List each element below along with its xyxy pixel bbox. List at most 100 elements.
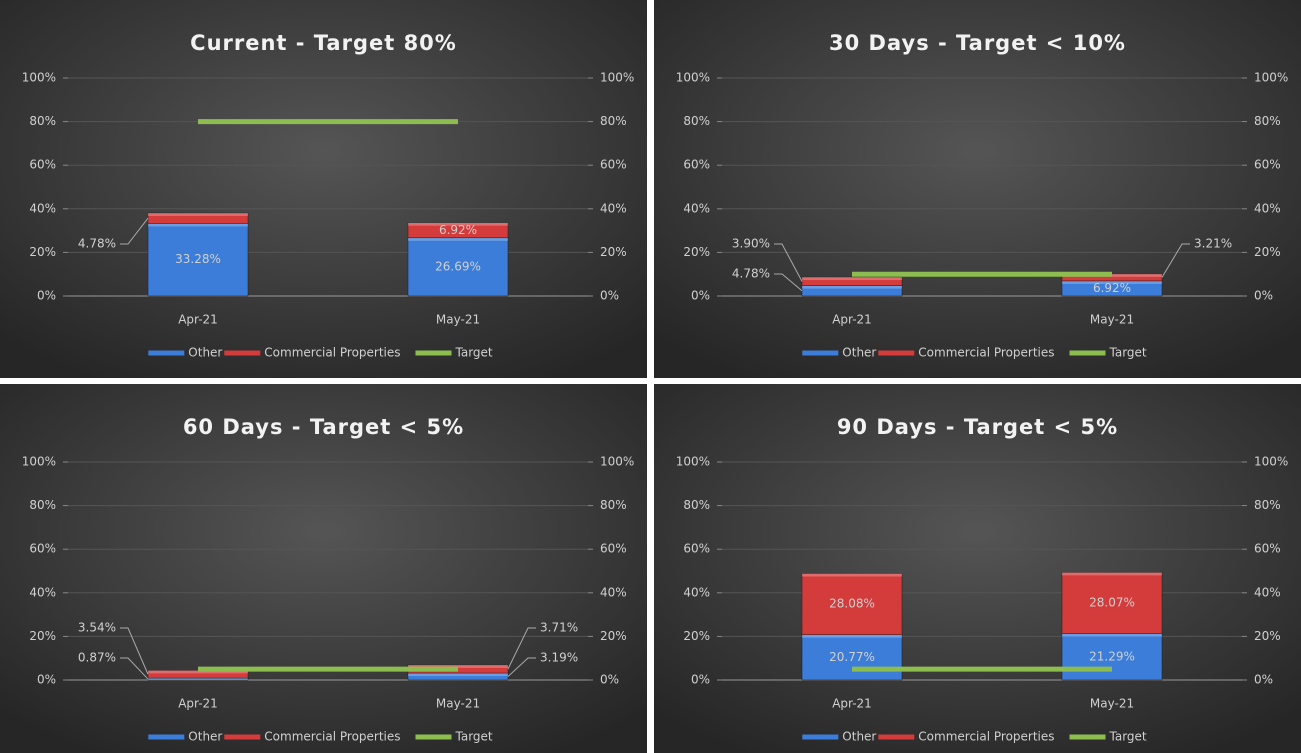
x-tick-label: Apr-21 [178,313,218,327]
y2-tick-label: 100% [1254,71,1288,85]
y-tick-label: 80% [29,114,56,128]
y-tick-label: 60% [683,158,710,172]
legend-label: Other [188,346,222,360]
y-tick-label: 20% [683,629,710,643]
y-tick-label: 20% [29,629,56,643]
legend-label: Commercial Properties [918,346,1054,360]
data-label: 3.90% [732,237,770,251]
legend-label: Commercial Properties [264,346,400,360]
bar-segment [407,237,509,297]
bar-highlight [408,673,508,677]
bar-highlight [408,664,508,668]
y-tick-label: 0% [37,289,56,303]
leader-line [120,657,149,680]
y-tick-label: 100% [22,71,56,85]
y-tick-label: 80% [683,114,710,128]
y-tick-label: 60% [29,158,56,172]
bar-highlight [1062,280,1162,284]
y2-tick-label: 80% [600,114,627,128]
y-tick-label: 0% [37,673,56,687]
data-label: 28.07% [1089,595,1135,609]
data-label: 6.92% [439,223,477,237]
x-tick-label: May-21 [436,697,480,711]
bar-highlight [408,237,508,241]
x-tick-label: May-21 [1090,697,1134,711]
legend-label: Target [455,730,493,744]
bar-segment [801,634,903,681]
leader-line [774,243,803,282]
y-tick-label: 80% [683,498,710,512]
chart-title: 30 Days - Target < 10% [829,31,1126,55]
y-tick-label: 40% [29,201,56,215]
x-tick-label: Apr-21 [178,697,218,711]
x-tick-label: May-21 [1090,313,1134,327]
panel-background [654,0,1301,378]
legend-label: Target [1109,346,1147,360]
y2-tick-label: 80% [600,498,627,512]
bar-highlight [408,222,508,226]
data-label: 6.92% [1093,281,1131,295]
legend-label: Commercial Properties [264,730,400,744]
leader-line [507,657,536,677]
bar-highlight [148,213,248,217]
legend-label: Other [842,346,876,360]
y-tick-label: 0% [691,289,710,303]
data-label: 26.69% [435,259,481,273]
y-tick-label: 0% [691,673,710,687]
leader-line [120,217,149,245]
panel-background [654,384,1301,753]
legend-label: Target [1109,730,1147,744]
leader-line [120,627,149,675]
x-tick-label: Apr-21 [832,313,872,327]
y2-tick-label: 60% [600,158,627,172]
y-tick-label: 40% [683,585,710,599]
y-tick-label: 20% [29,245,56,259]
y2-tick-label: 100% [600,455,634,469]
leader-line [1161,243,1190,278]
y-tick-label: 20% [683,245,710,259]
y2-tick-label: 100% [600,71,634,85]
data-label: 3.21% [1194,237,1232,251]
y2-tick-label: 0% [600,673,619,687]
y2-tick-label: 40% [600,585,627,599]
legend-label: Other [842,730,876,744]
y2-tick-label: 60% [1254,542,1281,556]
y-tick-label: 100% [676,455,710,469]
y2-tick-label: 40% [1254,585,1281,599]
bar-highlight [148,670,248,674]
x-tick-label: Apr-21 [832,697,872,711]
y2-tick-label: 40% [600,201,627,215]
y2-tick-label: 40% [1254,201,1281,215]
y2-tick-label: 0% [600,289,619,303]
y2-tick-label: 80% [1254,114,1281,128]
y2-tick-label: 20% [1254,629,1281,643]
y2-tick-label: 60% [600,542,627,556]
y-tick-label: 100% [22,455,56,469]
bar-segment [1061,572,1163,634]
legend-label: Other [188,730,222,744]
data-label: 28.08% [829,597,875,611]
leader-line [507,627,536,670]
chart-title: 90 Days - Target < 5% [837,415,1118,439]
panel-background [0,384,647,753]
y2-tick-label: 0% [1254,673,1273,687]
y-tick-label: 100% [676,71,710,85]
data-label: 0.87% [78,651,116,665]
y2-tick-label: 60% [1254,158,1281,172]
bar-highlight [802,277,902,281]
bar-highlight [802,285,902,289]
bar-highlight [802,573,902,577]
y-tick-label: 40% [29,585,56,599]
y2-tick-label: 20% [600,629,627,643]
data-label: 20.77% [829,650,875,664]
y2-tick-label: 20% [600,245,627,259]
data-label: 4.78% [732,267,770,281]
bar-segment [801,573,903,635]
bar-segment [407,222,509,239]
data-label: 3.54% [78,621,116,635]
data-label: 21.29% [1089,649,1135,663]
data-label: 3.71% [540,621,578,635]
y2-tick-label: 0% [1254,289,1273,303]
bar-highlight [148,223,248,227]
data-label: 4.78% [78,237,116,251]
